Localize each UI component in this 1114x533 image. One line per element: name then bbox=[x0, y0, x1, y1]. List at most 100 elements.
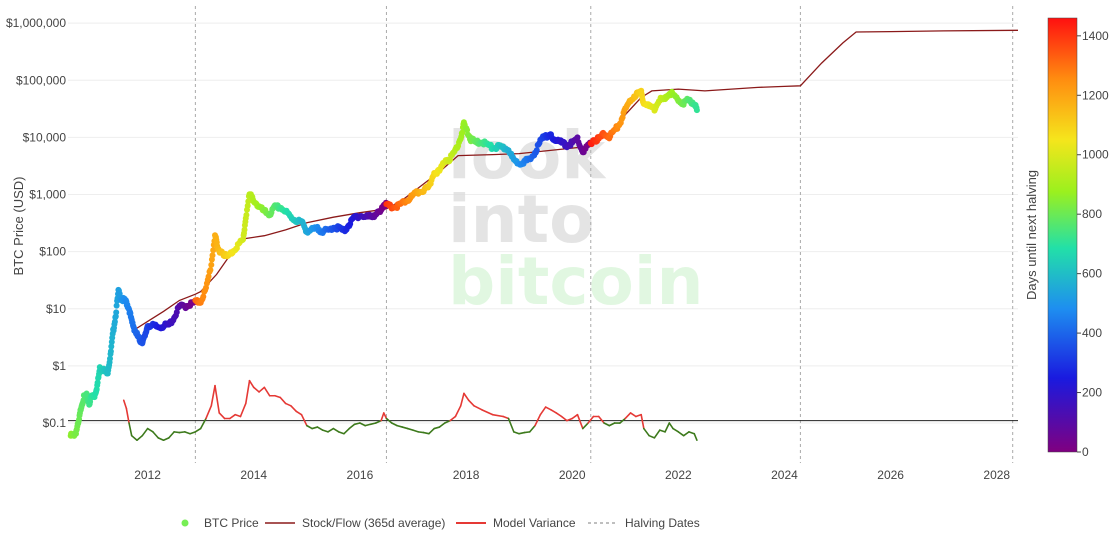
model-variance-segment-1 bbox=[125, 407, 130, 424]
stock-flow-path bbox=[131, 29, 1019, 333]
btc-price-point-89 bbox=[107, 355, 113, 362]
model-variance-segment-16 bbox=[199, 417, 207, 430]
model-variance-segment-79 bbox=[534, 413, 542, 427]
btc-price-point-638 bbox=[533, 147, 540, 154]
colorbar: 0 200 400 600 800 1000 1200 1400 Days until nex… bbox=[1024, 17, 1109, 459]
y-tick-label-1: $1 bbox=[53, 359, 67, 373]
model-variance-segment-15 bbox=[194, 427, 202, 433]
colorbar-tick-label-2: 400 bbox=[1082, 326, 1102, 340]
model-variance-segment-12 bbox=[178, 431, 186, 434]
btc-price-point-297 bbox=[244, 202, 251, 209]
model-variance-segment-9 bbox=[162, 437, 170, 442]
btc-price-point-298 bbox=[245, 198, 252, 205]
btc-price-point-295 bbox=[243, 212, 250, 218]
legend-item-btc-price[interactable]: BTC Price bbox=[181, 516, 260, 530]
model-variance-segment-6 bbox=[146, 427, 154, 433]
model-variance-segment-85 bbox=[566, 417, 573, 422]
model-variance-segment-105 bbox=[668, 422, 674, 430]
model-variance-segment-2 bbox=[128, 422, 133, 437]
model-variance-segment-71 bbox=[481, 409, 494, 416]
model-variance-segment-92 bbox=[603, 422, 611, 427]
model-variance-segment-14 bbox=[189, 431, 197, 435]
model-variance-segment-108 bbox=[682, 431, 690, 437]
colorbar-tick-label-5: 1000 bbox=[1082, 148, 1109, 162]
model-variance-segment-106 bbox=[672, 427, 680, 433]
model-variance-segment-23 bbox=[234, 413, 242, 418]
model-variance-segment-38 bbox=[311, 426, 319, 430]
model-variance-segment-75 bbox=[513, 431, 520, 435]
colorbar-gradient bbox=[1047, 17, 1078, 453]
y-tick-label-4: $1,000 bbox=[29, 188, 66, 202]
btc-price-point-549 bbox=[459, 129, 466, 136]
model-variance-segment-8 bbox=[157, 437, 165, 442]
btc-price-point-103 bbox=[113, 309, 120, 316]
btc-price-point-248 bbox=[209, 252, 216, 259]
model-variance-segment-0 bbox=[122, 399, 128, 410]
model-variance-segment-76 bbox=[518, 431, 526, 435]
model-variance-segment-68 bbox=[463, 392, 470, 402]
btc-price-point-100 bbox=[111, 318, 118, 325]
model-variance-segment-20 bbox=[218, 412, 226, 420]
model-variance-segment-59 bbox=[417, 431, 425, 434]
model-variance-segment-110 bbox=[693, 432, 698, 442]
model-variance-segment-97 bbox=[629, 412, 637, 418]
btc-price-point-741 bbox=[619, 114, 626, 121]
model-variance-segment-102 bbox=[653, 429, 661, 439]
btc-price-point-91 bbox=[107, 348, 114, 355]
model-variance-segment-51 bbox=[380, 412, 385, 422]
model-variance-segment-37 bbox=[306, 424, 313, 430]
model-variance-segment-88 bbox=[582, 422, 589, 430]
legend-item-halving-dates[interactable]: Halving Dates bbox=[588, 516, 700, 530]
btc-price-point-237 bbox=[200, 293, 207, 300]
legend-item-model-variance[interactable]: Model Variance bbox=[456, 516, 576, 530]
halving-dates-lines bbox=[194, 6, 1014, 463]
model-variance-segment-45 bbox=[348, 423, 356, 430]
model-variance-segment-91 bbox=[597, 415, 605, 424]
model-variance-segment-57 bbox=[406, 427, 414, 431]
model-variance-segment-55 bbox=[396, 424, 404, 428]
model-variance-segment-83 bbox=[555, 412, 563, 418]
model-variance-segment-49 bbox=[369, 422, 377, 426]
model-variance-segment-109 bbox=[688, 431, 696, 435]
model-variance-segment-41 bbox=[327, 427, 335, 433]
btc-price-point-104 bbox=[113, 302, 120, 309]
btc-price-point-291 bbox=[241, 226, 248, 233]
model-variance-segment-5 bbox=[141, 427, 149, 437]
model-variance-segment-64 bbox=[444, 419, 451, 424]
colorbar-tick-label-0: 0 bbox=[1082, 445, 1089, 459]
model-variance-line bbox=[122, 379, 698, 442]
model-variance-segment-96 bbox=[624, 412, 632, 420]
colorbar-tick-label-3: 600 bbox=[1082, 267, 1102, 281]
x-tick-label-1: 2014 bbox=[240, 468, 267, 482]
btc-price-point-61 bbox=[94, 379, 101, 386]
model-variance-segment-46 bbox=[353, 422, 361, 426]
model-variance-segment-87 bbox=[576, 413, 584, 430]
model-variance-segment-17 bbox=[205, 405, 213, 420]
model-variance-segment-81 bbox=[544, 406, 552, 411]
model-variance-segment-86 bbox=[571, 413, 579, 420]
y-tick-label-2: $10 bbox=[46, 302, 66, 316]
legend-item-stock-flow[interactable]: Stock/Flow (365d average) bbox=[265, 516, 445, 530]
model-variance-segment-103 bbox=[658, 429, 666, 433]
stock-flow-line bbox=[131, 29, 1019, 333]
y-tick-label-6: $100,000 bbox=[16, 73, 66, 87]
model-variance-segment-43 bbox=[337, 431, 345, 435]
model-variance-segment-48 bbox=[364, 423, 372, 427]
model-variance-segment-35 bbox=[295, 410, 303, 416]
model-variance-segment-95 bbox=[619, 417, 627, 424]
model-variance-segment-3 bbox=[130, 434, 138, 442]
y-tick-label-0: $0.1 bbox=[43, 416, 67, 430]
model-variance-segment-24 bbox=[239, 402, 247, 418]
legend[interactable]: BTC Price Stock/Flow (365d average) Mode… bbox=[181, 516, 700, 530]
btc-price-point-243 bbox=[205, 273, 212, 280]
model-variance-segment-58 bbox=[412, 429, 420, 433]
model-variance-segment-78 bbox=[528, 424, 536, 433]
model-variance-segment-31 bbox=[274, 394, 282, 399]
model-variance-segment-84 bbox=[560, 415, 568, 422]
model-variance-segment-70 bbox=[473, 405, 483, 411]
model-variance-segment-29 bbox=[263, 386, 271, 397]
model-variance-segment-4 bbox=[136, 434, 144, 442]
x-tick-label-8: 2028 bbox=[983, 468, 1010, 482]
x-tick-label-5: 2022 bbox=[665, 468, 692, 482]
